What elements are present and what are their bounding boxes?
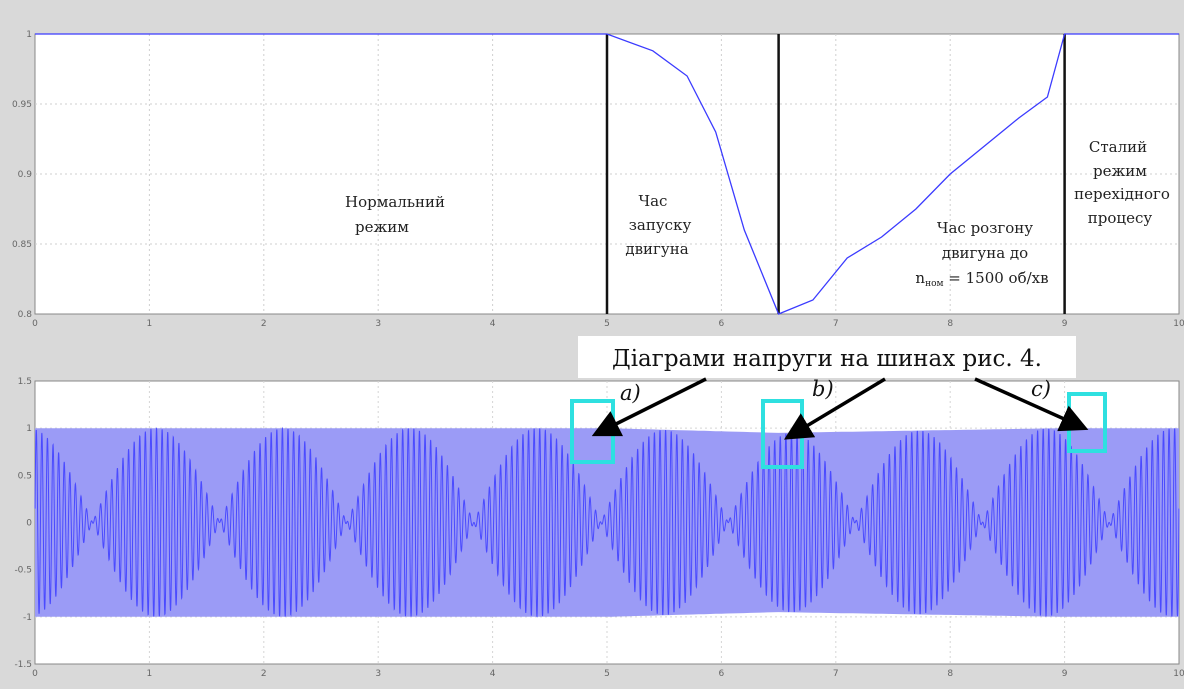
bottom-x-ticks: 0 1 2 3 4 5 6 7 8 9 10: [32, 669, 1184, 679]
bottom-x-tick-label: 5: [604, 669, 610, 679]
label-start-2: запуску: [629, 216, 692, 234]
bottom-y-ticks: 1.5 1 0.5 0 -0.5 -1 -1.5: [14, 377, 32, 670]
label-normal-mode-2: режим: [355, 218, 409, 236]
bottom-x-tick-label: 10: [1173, 669, 1184, 679]
top-y-tick-label: 0.8: [18, 310, 33, 320]
marker-label: a): [620, 381, 641, 405]
label-steady-2: режим: [1093, 162, 1147, 180]
bottom-y-tick-label: -1.5: [14, 660, 32, 670]
bottom-envelope-fill: [35, 428, 1179, 617]
top-x-tick-label: 4: [490, 319, 496, 329]
top-x-tick-label: 6: [719, 319, 725, 329]
marker-arrow: [974, 377, 1089, 432]
top-x-tick-label: 0: [32, 319, 38, 329]
bottom-series-wave: [34, 426, 1180, 618]
bottom-x-tick-label: 3: [375, 669, 381, 679]
label-start-1: Час: [639, 192, 668, 210]
top-y-tick-label: 0.9: [18, 170, 33, 180]
top-phase-dividers: [605, 34, 1066, 314]
marker-label: c): [1031, 377, 1051, 401]
top-y-tick-label: 1: [26, 30, 32, 40]
top-x-ticks: 0 1 2 3 4 5 6 7 8 9 10: [32, 319, 1184, 329]
label-steady-1: Сталий: [1089, 138, 1147, 156]
top-y-ticks: 1 0.95 0.9 0.85 0.8: [12, 30, 32, 320]
top-y-tick-label: 0.85: [12, 240, 32, 250]
bottom-y-tick-label: 0.5: [18, 471, 32, 481]
top-x-tick-label: 5: [604, 319, 610, 329]
bottom-x-tick-label: 6: [719, 669, 725, 679]
top-x-tick-label: 9: [1062, 319, 1068, 329]
bottom-y-tick-label: 0: [26, 519, 32, 529]
bottom-y-tick-label: 1: [26, 424, 32, 434]
caption-box: [578, 336, 1076, 378]
bottom-x-tick-label: 1: [147, 669, 153, 679]
bottom-x-tick-label: 7: [833, 669, 839, 679]
label-accel-1: Час розгону: [937, 219, 1033, 237]
caption: Діаграми напруги на шинах рис. 4.: [612, 346, 1042, 372]
bottom-x-tick-label: 0: [32, 669, 38, 679]
label-accel-2: двигуна до: [942, 244, 1028, 262]
bottom-y-tick-label: -0.5: [14, 566, 32, 576]
bottom-x-tick-label: 9: [1062, 669, 1068, 679]
top-series-line: [35, 33, 1179, 315]
top-x-tick-label: 7: [833, 319, 839, 329]
top-x-tick-label: 2: [261, 319, 267, 329]
top-x-tick-label: 1: [147, 319, 153, 329]
bottom-y-tick-label: 1.5: [18, 377, 32, 387]
top-y-tick-label: 0.95: [12, 100, 32, 110]
marker-label: b): [812, 377, 834, 401]
label-steady-4: процесу: [1088, 209, 1153, 227]
top-x-tick-label: 10: [1173, 319, 1184, 329]
label-normal-mode-1: Нормальний: [345, 193, 445, 211]
marker-arrow: [591, 377, 707, 437]
label-steady-3: перехідного: [1074, 185, 1170, 203]
markers: a) b) c): [570, 377, 1107, 469]
marker-arrow: [783, 377, 886, 440]
bottom-x-tick-label: 4: [490, 669, 496, 679]
top-x-tick-label: 8: [947, 319, 953, 329]
bottom-x-tick-label: 2: [261, 669, 267, 679]
bottom-y-tick-label: -1: [23, 613, 32, 623]
label-start-3: двигуна: [625, 240, 688, 258]
top-x-tick-label: 3: [375, 319, 381, 329]
bottom-x-tick-label: 8: [947, 669, 953, 679]
label-accel-3: nном = 1500 об/хв: [915, 269, 1048, 289]
